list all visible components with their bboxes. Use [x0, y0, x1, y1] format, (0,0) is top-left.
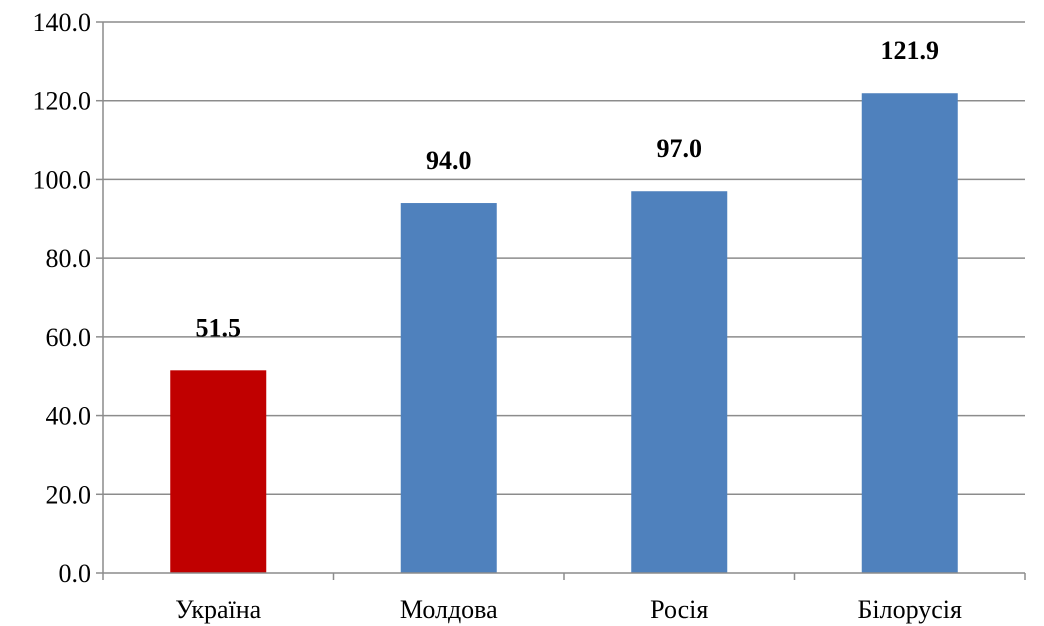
data-labels: 51.5 94.0 97.0 121.9 [196, 36, 940, 342]
x-tick-labels: Україна Молдова Росія Білорусія [175, 595, 962, 624]
y-tick-label: 20.0 [46, 480, 92, 509]
x-tick-label: Росія [650, 595, 708, 624]
y-tick-label: 40.0 [46, 402, 92, 431]
bar [400, 203, 497, 574]
y-tick-label: 60.0 [46, 323, 92, 352]
y-tick-label: 140.0 [33, 8, 92, 37]
bars [170, 93, 958, 574]
bar [170, 370, 267, 573]
y-tick-label: 0.0 [59, 559, 92, 588]
data-label: 97.0 [657, 134, 703, 163]
axes [96, 21, 1026, 580]
y-tick-label: 100.0 [33, 165, 92, 194]
data-label: 94.0 [426, 146, 472, 175]
bar [631, 191, 728, 573]
bar [861, 93, 958, 574]
data-label: 51.5 [196, 313, 242, 342]
data-label: 121.9 [881, 36, 940, 65]
y-tick-label: 120.0 [33, 87, 92, 116]
y-tick-label: 80.0 [46, 244, 92, 273]
y-tick-labels: 0.0 20.0 40.0 60.0 80.0 100.0 120.0 140.0 [33, 8, 92, 588]
x-tick-label: Молдова [400, 595, 498, 624]
x-tick-label: Білорусія [857, 595, 962, 624]
x-tick-label: Україна [175, 595, 261, 624]
